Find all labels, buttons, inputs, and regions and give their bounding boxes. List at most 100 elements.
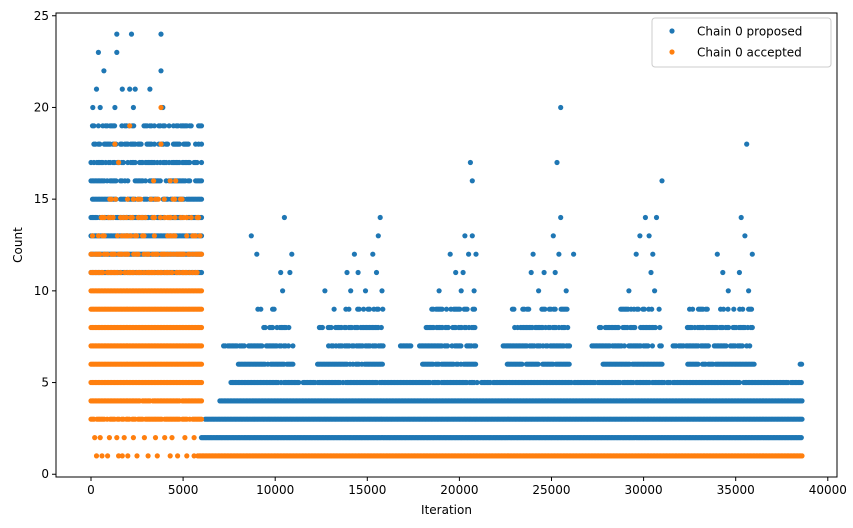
data-point [198, 379, 205, 386]
data-point [95, 49, 101, 56]
x-tick-label: 35000 [717, 483, 755, 497]
legend-marker-proposed [669, 28, 675, 34]
x-tick-label: 20000 [440, 483, 478, 497]
data-point [445, 324, 451, 331]
data-point [458, 343, 464, 349]
data-point [447, 251, 453, 257]
data-point [541, 269, 547, 276]
y-axis-title: Count [11, 227, 25, 263]
x-tick-label: 15000 [348, 483, 386, 497]
data-point [112, 123, 118, 129]
data-point [173, 178, 179, 184]
data-point [114, 31, 120, 37]
x-tick-label: 10000 [256, 483, 294, 497]
data-point [726, 324, 732, 331]
data-point [714, 251, 720, 257]
data-point [142, 214, 149, 221]
data-point [798, 379, 804, 386]
data-point [356, 306, 362, 312]
data-point [196, 214, 202, 221]
data-point [125, 453, 131, 459]
data-point [375, 233, 381, 239]
data-point [739, 343, 745, 349]
data-point [723, 343, 729, 349]
data-point [168, 214, 174, 221]
data-point [271, 306, 277, 312]
data-point [725, 288, 731, 294]
data-point [652, 324, 659, 331]
data-point [129, 214, 135, 221]
data-point [182, 435, 188, 441]
data-point [114, 233, 121, 239]
data-point [191, 453, 197, 459]
data-point [632, 324, 638, 331]
data-point [704, 306, 710, 312]
data-point [130, 104, 136, 111]
data-point [462, 233, 468, 239]
data-point [380, 343, 386, 349]
data-point [637, 233, 643, 239]
data-point [187, 159, 193, 166]
data-point [798, 435, 804, 441]
data-point [198, 361, 205, 367]
data-point [296, 379, 302, 386]
data-points [88, 31, 805, 459]
data-point [184, 453, 190, 459]
data-point [152, 435, 159, 441]
data-point [467, 159, 473, 166]
data-point [89, 233, 96, 239]
data-point [408, 343, 414, 349]
data-point [198, 178, 205, 184]
data-point [649, 306, 655, 312]
data-point [615, 324, 622, 331]
data-point [112, 141, 118, 147]
data-point [162, 123, 168, 129]
data-point [123, 214, 129, 221]
data-point [725, 306, 731, 312]
data-point [116, 159, 122, 166]
data-point [141, 435, 147, 441]
data-point [626, 288, 632, 294]
data-point [550, 233, 556, 239]
data-point [565, 324, 571, 331]
data-point [287, 269, 293, 276]
data-point [172, 196, 178, 202]
data-point [138, 196, 144, 202]
data-point [154, 453, 160, 459]
data-point [659, 361, 665, 367]
data-point [100, 269, 106, 276]
data-point [375, 306, 381, 312]
data-point [563, 288, 569, 294]
data-point [530, 251, 536, 257]
data-point [184, 233, 190, 239]
data-point [536, 288, 542, 294]
data-point [135, 251, 141, 257]
data-point [145, 453, 151, 459]
data-point [198, 306, 205, 312]
data-point [198, 343, 205, 349]
data-point [346, 306, 352, 312]
data-point [464, 306, 470, 312]
data-point [552, 269, 558, 276]
data-point [97, 104, 103, 111]
data-point [167, 178, 173, 184]
data-point [469, 233, 475, 239]
data-point [445, 343, 451, 349]
data-point [379, 361, 385, 367]
data-point [460, 269, 466, 276]
x-tick-label: 40000 [809, 483, 847, 497]
data-point [564, 306, 570, 312]
data-point [262, 324, 268, 331]
data-point [166, 123, 172, 129]
data-point [556, 251, 562, 257]
data-point [466, 251, 472, 257]
data-point [362, 288, 369, 294]
data-point [646, 233, 652, 239]
data-point [526, 306, 532, 312]
data-point [278, 269, 284, 276]
data-point [99, 453, 105, 459]
data-point [650, 251, 656, 257]
data-point [117, 269, 124, 276]
y-tick-label: 10 [34, 284, 49, 298]
